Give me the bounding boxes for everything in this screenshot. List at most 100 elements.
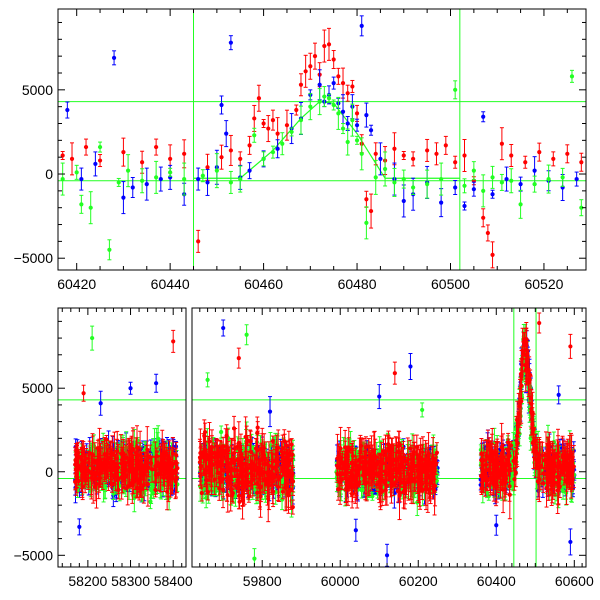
red-data-point	[481, 215, 486, 220]
red-data-point	[312, 54, 318, 59]
red-data-point	[140, 463, 145, 468]
green-data-point	[350, 118, 355, 123]
red-data-point	[158, 467, 163, 472]
blue-data-point	[378, 156, 383, 161]
green-data-point	[228, 180, 233, 185]
green-data-point	[373, 175, 378, 180]
red-data-point	[140, 160, 145, 165]
y-tick-label: 5000	[22, 82, 53, 98]
x-tick-label: 60520	[524, 276, 563, 292]
top-panel: −5000 0 5000 60420 60440 60460 60480 60500 60520	[14, 8, 587, 292]
red-data-point	[205, 165, 210, 170]
red-data-point	[453, 160, 458, 165]
red-data-point	[80, 468, 85, 473]
red-data-point	[95, 446, 100, 451]
green-data-point	[97, 144, 103, 150]
red-data-point	[115, 449, 120, 454]
red-data-point	[102, 452, 107, 457]
red-data-point	[74, 471, 79, 476]
green-data-point	[481, 188, 486, 193]
green-data-point	[546, 176, 551, 182]
red-data-point	[373, 151, 378, 156]
green-data-point	[579, 205, 584, 210]
green-data-point	[79, 202, 84, 207]
x-tick-label: 60420	[57, 276, 96, 292]
red-data-point	[551, 156, 556, 161]
red-data-point	[499, 141, 504, 146]
green-data-point	[359, 151, 364, 156]
red-data-point	[238, 156, 243, 161]
red-data-point	[89, 471, 94, 476]
red-data-point	[170, 461, 175, 466]
blue-data-point	[368, 128, 374, 133]
blue-data-point	[317, 82, 322, 87]
red-data-point	[116, 476, 121, 481]
green-data-point	[462, 183, 467, 188]
green-data-point	[308, 104, 313, 109]
red-data-point	[146, 454, 151, 459]
red-data-point	[110, 461, 115, 466]
green-data-point	[382, 166, 388, 172]
blue-data-point	[228, 40, 233, 45]
green-data-point	[569, 74, 575, 79]
blue-data-point	[144, 182, 149, 187]
blue-data-point	[205, 180, 210, 185]
y-tick-label: 0	[45, 166, 53, 182]
red-data-point	[284, 123, 290, 128]
plot-frame	[57, 8, 587, 271]
blue-data-point	[121, 195, 126, 200]
red-data-point	[121, 465, 126, 470]
green-data-point	[439, 176, 444, 182]
green-data-point	[317, 99, 322, 104]
blue-data-point	[453, 185, 458, 190]
x-tick-label: 60500	[431, 276, 470, 292]
green-data-point	[471, 168, 476, 173]
blue-data-point	[79, 176, 84, 182]
green-data-point	[401, 176, 406, 182]
blue-data-point	[224, 131, 229, 136]
red-data-point	[462, 153, 467, 158]
blue-data-point	[345, 121, 350, 126]
red-data-point	[154, 144, 159, 150]
green-data-point	[238, 176, 243, 182]
red-data-point	[350, 84, 355, 89]
red-data-point	[131, 477, 137, 482]
x-tick-label: 60460	[244, 276, 283, 292]
green-data-point	[125, 168, 131, 173]
red-data-point	[94, 481, 99, 487]
red-data-point	[134, 461, 140, 467]
red-data-point	[340, 80, 346, 86]
red-data-point	[275, 131, 280, 136]
green-data-point	[392, 180, 397, 185]
green-data-point	[289, 129, 294, 135]
blue-data-point	[219, 102, 224, 108]
red-data-point	[354, 111, 360, 116]
green-data-point	[261, 156, 266, 161]
blue-data-point	[158, 176, 163, 182]
blue-data-point	[196, 176, 201, 182]
red-data-point	[162, 465, 167, 470]
y-tick-label: −5000	[14, 250, 54, 266]
red-data-point	[485, 230, 490, 236]
blue-data-point	[354, 123, 360, 128]
red-data-point	[308, 64, 313, 69]
green-data-point	[532, 182, 537, 187]
green-data-point	[270, 150, 276, 155]
green-data-point	[453, 87, 458, 92]
blue-data-point	[247, 168, 252, 173]
red-data-point	[219, 155, 224, 160]
red-data-point	[69, 156, 75, 161]
red-data-point	[490, 252, 495, 257]
plot-area	[58, 9, 586, 270]
blue-data-point	[532, 168, 537, 173]
red-data-point	[392, 146, 397, 151]
red-data-point	[121, 150, 126, 155]
green-data-point	[280, 141, 285, 146]
red-data-point	[112, 465, 117, 470]
red-data-point	[345, 91, 350, 96]
red-data-point	[331, 57, 336, 62]
plot-area	[58, 308, 586, 567]
green-data-point	[518, 202, 523, 207]
red-data-point	[401, 153, 406, 158]
green-data-point	[168, 170, 173, 175]
